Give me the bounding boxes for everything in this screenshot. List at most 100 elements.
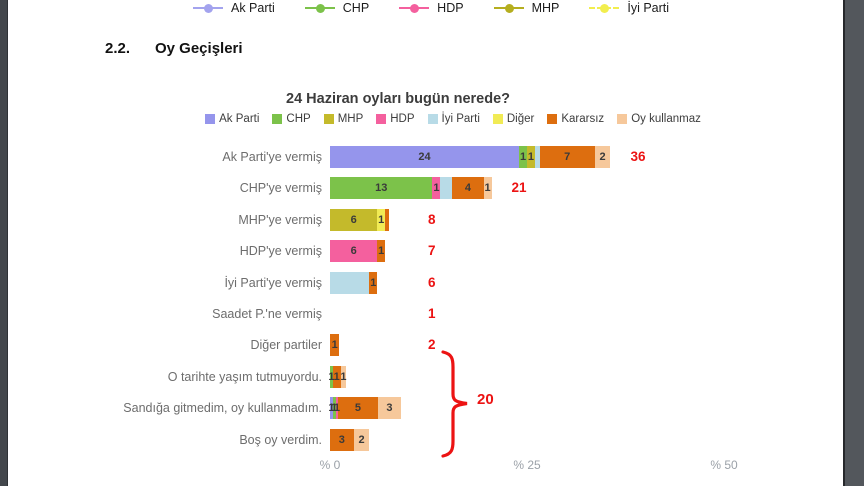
row-bar: 1 — [330, 271, 378, 294]
row-label: CHP'ye vermiş — [239, 181, 322, 196]
legend-label: CHP — [286, 113, 311, 125]
legend-item-iyi: İyi Parti — [427, 113, 480, 125]
legend-item-akp: Ak Parti — [205, 113, 259, 125]
legend-label: Oy kullanmaz — [631, 113, 701, 125]
row-label: MHP'ye vermiş — [238, 212, 322, 227]
legend-swatch-icon — [272, 114, 283, 124]
legend-swatch-icon — [205, 114, 216, 124]
legend-swatch-icon — [492, 114, 503, 124]
x-axis-tick: % 25 — [513, 458, 541, 472]
legend-swatch-icon — [427, 114, 438, 124]
bar-segment-kararsiz: 1 — [369, 271, 378, 294]
document-page: Ak Parti CHP HDP MHP İyi Parti 2.2. Oy Geçişl… — [8, 0, 843, 486]
row-bar: 1 — [330, 334, 340, 357]
section-title: Oy Geçişleri — [155, 40, 243, 57]
top-legend-item: Ak Parti — [193, 1, 275, 15]
bar-segment-akp: 1 — [328, 397, 335, 420]
bar-segment-oykullanmaz: 3 — [377, 397, 402, 420]
bar-value-label: 1 — [527, 151, 534, 163]
bar-segment-iyi — [440, 177, 453, 200]
viewer-margin-left — [0, 0, 8, 486]
group-brace-path — [441, 350, 468, 458]
section-number: 2.2. — [105, 40, 131, 57]
bar-segment-kararsiz: 7 — [539, 146, 595, 168]
row-total: 8 — [428, 211, 436, 227]
row-total: 7 — [428, 243, 436, 259]
x-axis-tick: % 50 — [710, 458, 738, 472]
row-bar: 24 1 1 7 2 — [330, 146, 611, 168]
bar-value-label: 1 — [333, 370, 340, 383]
line-series-dot — [315, 3, 325, 13]
bar-segment-kararsiz: 5 — [338, 397, 378, 420]
legend-label: İyi Parti — [441, 113, 480, 125]
bar-segment-kararsiz: 1 — [332, 365, 341, 388]
bar-value-label: 13 — [375, 182, 388, 195]
viewer-margin-right — [843, 0, 864, 486]
group-brace-icon — [441, 350, 468, 458]
bar-value-label: 1 — [328, 370, 335, 383]
bar-segment-hdp: 1 — [333, 397, 340, 420]
section-heading: 2.2. Oy Geçişleri — [105, 40, 243, 57]
line-series-marker-icon — [193, 3, 223, 13]
bar-value-label: 24 — [418, 151, 431, 163]
bar-segment-kararsiz — [385, 208, 390, 231]
bar-value-label: 1 — [328, 402, 335, 415]
bar-value-label: 2 — [599, 151, 606, 163]
line-series-dot — [600, 3, 610, 13]
row-label: O tarihte yaşım tutmuyordu. — [167, 369, 322, 384]
bar-value-label: 1 — [331, 402, 338, 415]
bar-segment-akp: 24 — [330, 146, 520, 168]
row-label: HDP'ye vermiş — [239, 244, 322, 259]
legend-item-chp: CHP — [272, 113, 311, 125]
bar-segment-diger: 1 — [377, 208, 386, 231]
row-total: 36 — [630, 149, 646, 164]
bar-segment-oykullanmaz: 1 — [340, 365, 346, 388]
bar-segment-kararsiz: 1 — [377, 240, 386, 263]
legend-item-diger: Diğer — [492, 113, 534, 125]
line-series-dot — [410, 3, 420, 13]
top-legend-label: İyi Parti — [627, 1, 670, 15]
row-total: 2 — [428, 337, 436, 353]
legend-swatch-icon — [323, 114, 334, 124]
bar-value-label: 2 — [358, 433, 365, 446]
bar-value-label: 4 — [464, 182, 471, 195]
line-series-marker-icon — [493, 3, 524, 13]
row-label: İyi Parti'ye vermiş — [224, 275, 322, 290]
row-label: Ak Parti'ye vermiş — [222, 150, 322, 164]
legend-swatch-icon — [376, 114, 387, 124]
bar-segment-mhp: 1 — [526, 146, 535, 168]
bar-segment-chp: 1 — [519, 146, 527, 168]
legend-label: Kararsız — [561, 113, 605, 125]
legend-swatch-icon — [617, 114, 628, 124]
legend-swatch-icon — [547, 114, 558, 124]
bar-segment-oykullanmaz: 1 — [483, 177, 492, 200]
bar-segment-oykullanmaz: 2 — [353, 428, 370, 451]
legend-item-kararsiz: Kararsız — [547, 113, 604, 125]
bar-value-label: 1 — [484, 182, 491, 195]
top-legend-item: CHP — [304, 1, 369, 15]
bar-segment-chp: 13 — [330, 177, 433, 200]
top-legend-label: HDP — [437, 1, 464, 15]
group-total: 20 — [477, 391, 494, 408]
bar-segment-kararsiz: 3 — [330, 428, 354, 451]
legend-label: MHP — [337, 113, 364, 125]
bar-value-label: 1 — [378, 213, 385, 226]
top-legend-item: MHP — [493, 1, 559, 15]
bar-segment-hdp: 1 — [432, 177, 441, 200]
line-series-dot — [204, 3, 213, 13]
bar-value-label: 1 — [333, 402, 340, 415]
bar-segment-kararsiz: 4 — [452, 177, 484, 200]
bar-chart-legend: Ak Parti CHP MHP HDP İyi Parti Diğer Kararsız O… — [113, 113, 793, 125]
top-legend-label: Ak Parti — [231, 1, 275, 15]
bar-value-label: 1 — [370, 276, 377, 289]
bar-segment-iyi — [330, 271, 370, 294]
bar-value-label: 3 — [386, 402, 393, 415]
line-chart-legend: Ak Parti CHP HDP MHP İyi Parti — [193, 0, 669, 19]
bar-value-label: 1 — [433, 182, 440, 195]
bar-value-label: 5 — [354, 402, 361, 415]
legend-label: Ak Parti — [219, 113, 260, 125]
top-legend-item: HDP — [399, 1, 464, 15]
line-series-marker-icon — [589, 3, 620, 13]
